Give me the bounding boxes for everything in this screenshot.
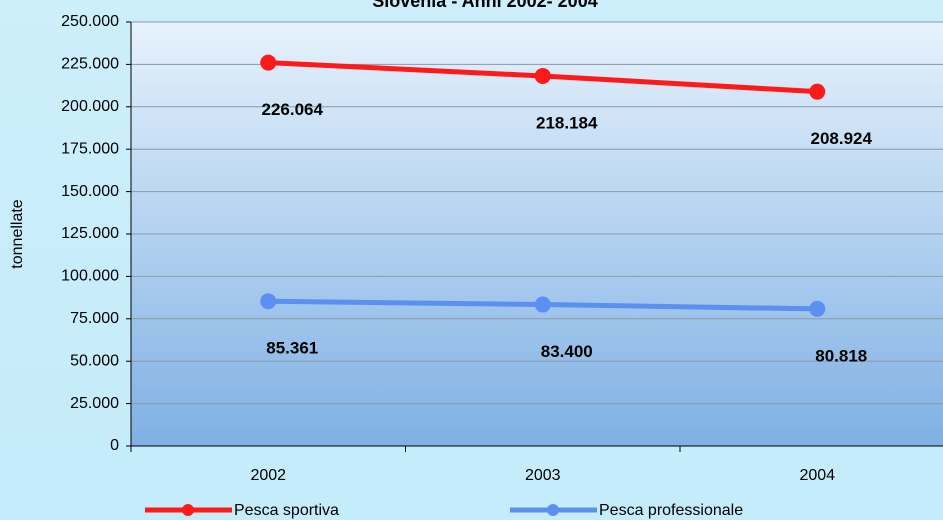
point [534,67,551,84]
y-tick-label: 125.000 [61,225,119,242]
value-label: 85.361 [266,339,318,358]
y-tick-label: 50.000 [70,352,119,369]
value-label: 226.064 [262,100,324,119]
y-tick-label: 0 [110,437,119,454]
chart-title: Slovenia - Anni 2002- 2004 [372,0,597,11]
legend-label: Pesca professionale [599,502,743,519]
y-tick-label: 225.000 [61,56,119,73]
legend-marker [182,504,194,516]
y-tick-label: 150.000 [61,183,119,200]
point [809,300,826,317]
value-label: 80.818 [815,346,867,365]
y-tick-label: 100.000 [61,268,119,285]
x-tick-label: 2004 [799,467,835,484]
y-axis-label: tonnellate [9,199,26,268]
y-tick-label: 25.000 [70,395,119,412]
y-tick-label: 175.000 [61,140,119,157]
x-tick-label: 2003 [525,467,561,484]
y-tick-label: 75.000 [70,310,119,327]
y-tick-label: 200.000 [61,98,119,115]
point [809,83,826,100]
value-label: 218.184 [536,113,598,132]
point [260,54,277,71]
point [534,296,551,313]
x-tick-label: 2002 [250,467,286,484]
legend-label: Pesca sportiva [234,502,339,519]
y-tick-label: 250.000 [61,13,119,30]
legend-marker [547,504,559,516]
value-label: 83.400 [541,342,593,361]
value-label: 208.924 [811,129,873,148]
point [260,293,277,310]
